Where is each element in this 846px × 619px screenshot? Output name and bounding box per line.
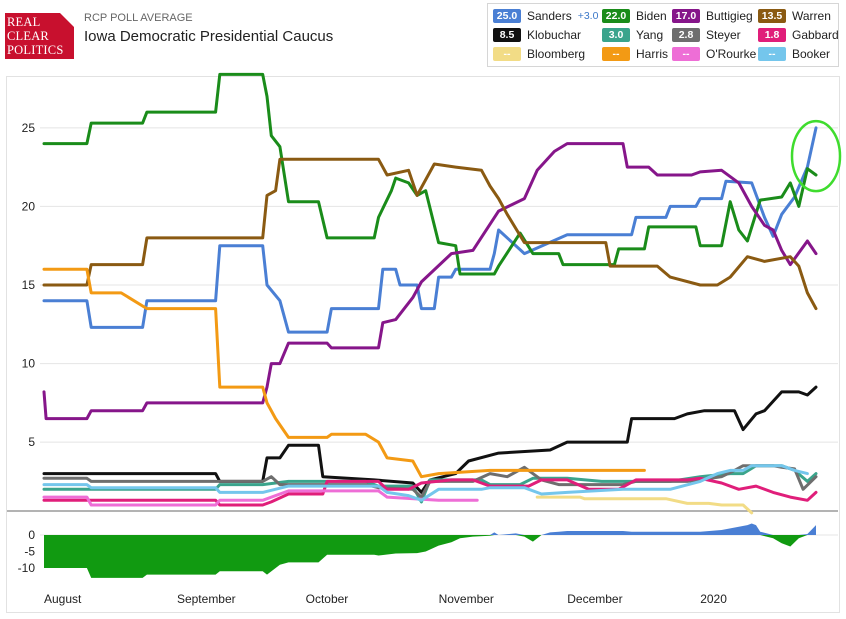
legend-value-badge: -- (672, 47, 700, 61)
logo-line-3: POLITICS (7, 43, 64, 57)
legend-value-badge: -- (602, 47, 630, 61)
x-tick-label: August (44, 592, 82, 606)
x-tick-label: September (177, 592, 236, 606)
y-tick-label: 25 (22, 121, 36, 135)
legend-item-warren[interactable]: 13.5 Warren (758, 8, 831, 24)
legend-item-harris[interactable]: -- Harris (602, 46, 668, 62)
series-line-booker (42, 464, 809, 502)
legend-value-badge: 1.8 (758, 28, 786, 42)
y-tick-label: 20 (22, 199, 36, 213)
series-line-sanders (42, 126, 818, 334)
legend-value-badge: 8.5 (493, 28, 521, 42)
legend-item-bloomberg[interactable]: -- Bloomberg (493, 46, 585, 62)
legend: 25.0 Sanders +3.0 22.0 Biden 17.0 Buttig… (487, 3, 839, 67)
legend-label: Steyer (706, 28, 741, 42)
x-tick-label: November (439, 592, 494, 606)
series-line-buttigieg (42, 142, 818, 421)
series-line-gabbard (42, 476, 818, 507)
legend-item-orourke[interactable]: -- O'Rourke (672, 46, 756, 62)
legend-value-badge: 13.5 (758, 9, 786, 23)
spread-area-sanders-lead (44, 523, 816, 535)
legend-item-booker[interactable]: -- Booker (758, 46, 830, 62)
legend-item-steyer[interactable]: 2.8 Steyer (672, 27, 741, 43)
series-line-orourke (42, 489, 479, 507)
legend-change: +3.0 (577, 10, 599, 22)
legend-label: Buttigieg (706, 9, 753, 23)
legend-value-badge: -- (493, 47, 521, 61)
series-line-bloomberg (535, 495, 754, 515)
legend-label: Warren (792, 9, 831, 23)
legend-item-klobuchar[interactable]: 8.5 Klobuchar (493, 27, 581, 43)
highlight-circle (790, 119, 842, 193)
series-line-warren (42, 157, 818, 311)
legend-value-badge: 17.0 (672, 9, 700, 23)
logo-line-1: REAL (7, 15, 41, 29)
spread-tick-label: 0 (28, 528, 35, 542)
y-tick-label: 15 (22, 278, 36, 292)
series-line-klobuchar (42, 385, 818, 494)
legend-value-badge: 22.0 (602, 9, 630, 23)
spread-tick-label: -5 (24, 545, 35, 559)
y-tick-label: 10 (22, 357, 36, 371)
y-tick-label: 5 (28, 435, 35, 449)
legend-item-biden[interactable]: 22.0 Biden (602, 8, 667, 24)
legend-label: Klobuchar (527, 28, 582, 42)
legend-label: Bloomberg (527, 47, 586, 61)
legend-item-sanders[interactable]: 25.0 Sanders +3.0 (493, 8, 598, 24)
rcp-logo[interactable]: REAL CLEAR POLITICS (5, 13, 74, 59)
legend-label: Sanders (527, 9, 572, 23)
x-tick-label: December (567, 592, 622, 606)
spread-area-biden-lead (44, 535, 816, 578)
legend-value-badge: 25.0 (493, 9, 521, 23)
legend-value-badge: 3.0 (602, 28, 630, 42)
series-line-harris (42, 267, 646, 479)
chart-kicker: RCP POLL AVERAGE (84, 12, 193, 24)
logo-corner-fold (60, 13, 74, 27)
series-line-biden (42, 72, 818, 276)
legend-value-badge: 2.8 (672, 28, 700, 42)
chart-title: Iowa Democratic Presidential Caucus (84, 28, 334, 45)
plot-area (6, 76, 840, 613)
header: REAL CLEAR POLITICS RCP POLL AVERAGE Iow… (0, 0, 846, 74)
legend-label: Gabbard (792, 28, 839, 42)
logo-line-2: CLEAR (7, 29, 49, 43)
legend-label: O'Rourke (706, 47, 757, 61)
spread-tick-label: -10 (18, 561, 36, 575)
legend-item-buttigieg[interactable]: 17.0 Buttigieg (672, 8, 753, 24)
legend-label: Booker (792, 47, 831, 61)
legend-label: Yang (636, 28, 664, 42)
x-tick-label: 2020 (700, 592, 727, 606)
legend-label: Biden (636, 9, 667, 23)
x-tick-label: October (306, 592, 349, 606)
legend-item-yang[interactable]: 3.0 Yang (602, 27, 663, 43)
legend-item-gabbard[interactable]: 1.8 Gabbard (758, 27, 839, 43)
legend-value-badge: -- (758, 47, 786, 61)
legend-label: Harris (636, 47, 668, 61)
